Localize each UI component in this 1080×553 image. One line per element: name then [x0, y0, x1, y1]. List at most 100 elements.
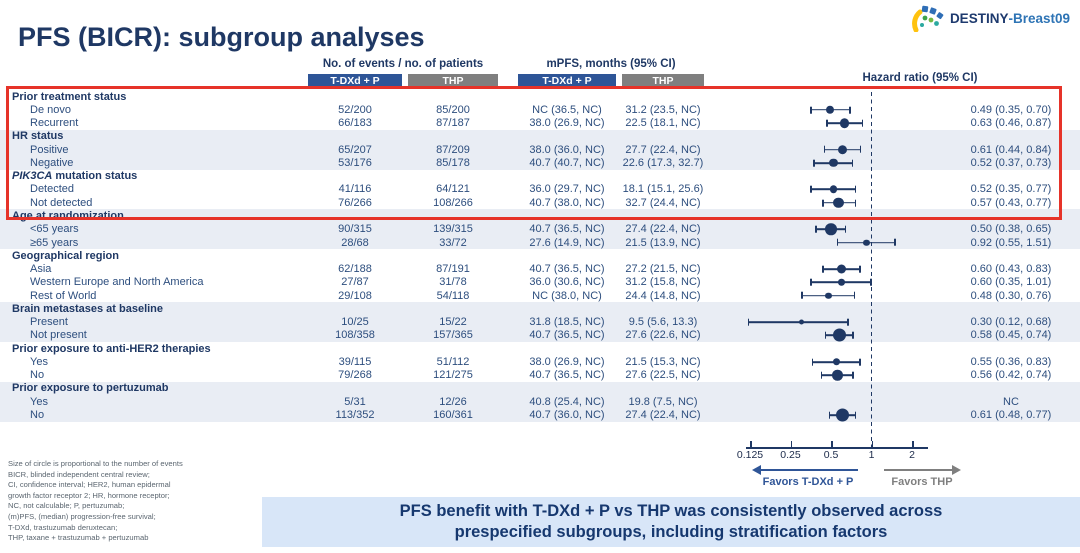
group-header-row: HR status — [0, 129, 1080, 144]
forest-plot-cell — [740, 117, 955, 130]
events-thp-cell: 85/178 — [436, 156, 470, 169]
mpfs-thp-cell: 27.2 (21.5, NC) — [625, 263, 701, 276]
subgroup-label: Not detected — [30, 196, 93, 209]
forest-plot-cell — [740, 143, 955, 156]
subgroup-label: Western Europe and North America — [30, 276, 204, 289]
logo-study: -Breast09 — [1008, 11, 1070, 26]
hr-axis-line — [746, 447, 928, 449]
hr-value-cell: 0.92 (0.55, 1.51) — [970, 236, 1052, 249]
mpfs-tdxd-cell: 40.7 (40.7, NC) — [529, 156, 605, 169]
hr-value-cell: 0.49 (0.35, 0.70) — [970, 103, 1052, 116]
subgroup-row: Yes 5/31 12/26 40.8 (25.4, NC) 19.8 (7.5, NC… — [0, 395, 1080, 409]
footnote-line: Size of circle is proportional to the nu… — [8, 459, 183, 468]
forest-plot-cell — [740, 196, 955, 209]
events-thp-cell: 64/121 — [436, 183, 470, 196]
hr-value-cell: 0.60 (0.35, 1.01) — [970, 276, 1052, 289]
group-label: Prior exposure to pertuzumab — [12, 382, 169, 395]
footnote-line: NC, not calculable; P, pertuzumab; — [8, 501, 125, 511]
favors-tdxd-label: Favors T-DXd + P — [762, 476, 854, 488]
forest-dot — [836, 408, 850, 422]
mpfs-thp-cell: 21.5 (15.3, NC) — [625, 355, 701, 368]
axis-tick — [750, 441, 752, 448]
subgroup-row: Detected 41/116 64/121 36.0 (29.7, NC) 18.1 … — [0, 183, 1080, 196]
forest-dot — [837, 144, 848, 155]
subgroup-label: ≥65 years — [30, 236, 79, 249]
events-thp-cell: 33/72 — [439, 236, 467, 249]
subgroup-row: Asia 62/188 87/191 40.7 (36.5, NC) 27.2 (21.… — [0, 262, 1080, 275]
mpfs-thp-cell: 21.5 (13.9, NC) — [625, 236, 701, 249]
forest-plot-cell — [740, 408, 955, 422]
subgroup-row: Negative 53/176 85/178 40.7 (40.7, NC) 22.6 … — [0, 156, 1080, 170]
summary-banner: PFS benefit with T-DXd + P vs THP was co… — [262, 497, 1080, 547]
hr-value-cell: 0.52 (0.37, 0.73) — [970, 156, 1052, 169]
events-tdxd-cell: 62/188 — [338, 263, 372, 276]
events-tdxd-cell: 66/183 — [338, 117, 372, 130]
hr-value-cell: 0.61 (0.48, 0.77) — [970, 409, 1052, 421]
forest-dot — [829, 158, 838, 168]
axis-tick — [871, 441, 874, 448]
hr-value-cell: 0.57 (0.43, 0.77) — [970, 196, 1052, 209]
mpfs-tdxd-cell: 36.0 (29.7, NC) — [529, 183, 605, 196]
favors-left-arrow — [760, 469, 858, 471]
events-thp-cell: 87/191 — [436, 263, 470, 276]
forest-plot-cell — [740, 262, 955, 275]
axis-tick — [790, 441, 793, 448]
events-tdxd-cell: 76/266 — [338, 196, 372, 209]
events-thp-cell: 160/361 — [433, 409, 473, 421]
group-header-row: Prior treatment status — [0, 90, 1080, 103]
events-tdxd-cell: 10/25 — [341, 316, 369, 329]
mpfs-thp-cell: 31.2 (15.8, NC) — [625, 276, 701, 289]
subgroup-row: Present 10/25 15/22 31.8 (18.5, NC) 9.5 (5.6… — [0, 315, 1080, 329]
mpfs-tdxd-cell: 40.7 (36.0, NC) — [529, 409, 605, 421]
group-label: Prior treatment status — [12, 90, 127, 103]
events-tdxd-cell: 27/87 — [341, 276, 369, 289]
forest-plot-cell — [740, 156, 955, 169]
destiny-logo-icon — [912, 5, 944, 32]
subgroup-row: Yes 39/115 51/112 38.0 (26.9, NC) 21.5 (15.3… — [0, 355, 1080, 368]
footnote-line: THP, taxane + trastuzumab + pertuzumab — [8, 533, 149, 543]
footnote-line: BICR, blinded independent central review… — [8, 469, 150, 479]
hr-value-cell: 0.52 (0.35, 0.77) — [970, 183, 1052, 196]
events-tdxd-cell: 53/176 — [338, 156, 372, 169]
mpfs-tdxd-cell: 40.7 (36.5, NC) — [529, 369, 605, 382]
subgroup-row: Western Europe and North America 27/87 31/… — [0, 276, 1080, 289]
forest-plot-cell — [740, 395, 955, 408]
axis-tick-label: 1 — [868, 449, 875, 461]
forest-dot — [829, 185, 838, 194]
favors-right-arrowhead — [952, 465, 961, 475]
events-tdxd-cell: 108/358 — [335, 329, 375, 342]
mpfs-column-group-header: mPFS, months (95% CI) — [546, 58, 676, 70]
forest-plot-cell — [740, 183, 955, 196]
group-header-row: Prior exposure to pertuzumab — [0, 381, 1080, 396]
subgroup-label: <65 years — [30, 223, 79, 236]
group-header-row: Brain metastases at baseline — [0, 302, 1080, 316]
subgroup-label: Yes — [30, 395, 48, 408]
mpfs-tdxd-cell: 31.8 (18.5, NC) — [529, 316, 605, 329]
footnote-line: T-DXd, trastuzumab deruxtecan; — [8, 522, 118, 532]
favors-thp-label: Favors THP — [891, 476, 953, 488]
favors-left-arrowhead — [752, 465, 761, 475]
hr-value-cell: 0.50 (0.38, 0.65) — [970, 223, 1052, 236]
events-arm1-header: T-DXd + P — [308, 74, 402, 88]
forest-dot — [833, 197, 844, 208]
subgroup-label: Asia — [30, 263, 52, 276]
hr-value-cell: 0.55 (0.36, 0.83) — [970, 355, 1052, 368]
mpfs-thp-cell: 9.5 (5.6, 13.3) — [628, 316, 698, 329]
forest-plot-cell — [740, 316, 955, 329]
subgroup-row: Recurrent 66/183 87/187 38.0 (26.9, NC) 22.5… — [0, 117, 1080, 130]
subgroup-label: Negative — [30, 156, 74, 169]
hr-value-cell: NC — [1003, 395, 1019, 408]
subgroup-row: No 79/268 121/275 40.7 (36.5, NC) 27.6 (22.5… — [0, 369, 1080, 382]
forest-dot — [832, 358, 841, 366]
group-label: PIK3CA mutation status — [12, 170, 138, 183]
arm-header-bars: T-DXd + P THP T-DXd + P THP — [0, 74, 1080, 88]
axis-tick-label: 0.5 — [823, 449, 839, 461]
group-header-row: Age at randomization — [0, 209, 1080, 223]
group-header-row: PIK3CA mutation status — [0, 170, 1080, 183]
group-label: Prior exposure to anti-HER2 therapies — [12, 342, 211, 355]
mpfs-tdxd-cell: NC (38.0, NC) — [532, 289, 602, 302]
hr-value-cell: 0.61 (0.44, 0.84) — [970, 143, 1052, 156]
forest-dot — [863, 239, 870, 246]
events-thp-cell: 139/315 — [433, 223, 473, 236]
